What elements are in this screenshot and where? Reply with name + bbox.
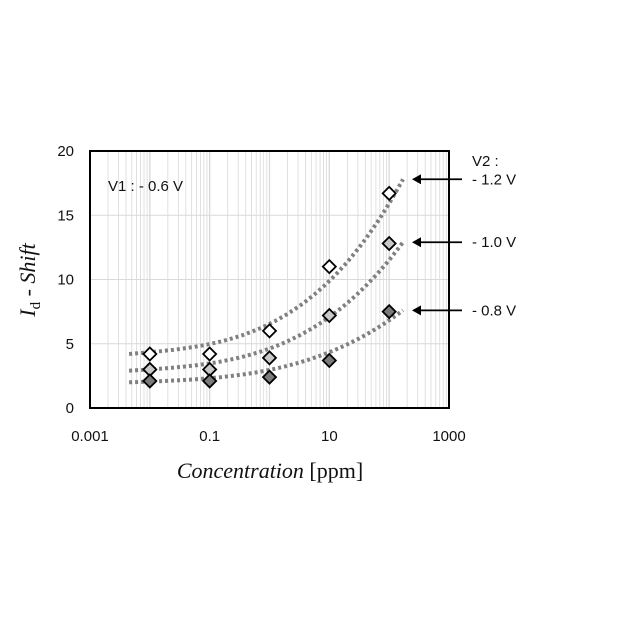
data-point bbox=[263, 351, 276, 364]
trend-lines bbox=[129, 179, 403, 382]
data-point bbox=[383, 187, 396, 200]
data-point bbox=[143, 348, 156, 361]
legend-header: V2 : bbox=[472, 153, 499, 170]
trend-line bbox=[129, 242, 403, 371]
legend-label: - 1.0 V bbox=[472, 234, 516, 251]
y-tick-label: 5 bbox=[66, 336, 74, 353]
y-axis-title: Id - Shift bbox=[15, 242, 44, 317]
v1-annotation: V1 : - 0.6 V bbox=[108, 178, 183, 195]
x-tick-label: 0.001 bbox=[71, 428, 109, 445]
data-point bbox=[143, 375, 156, 388]
y-tick-label: 20 bbox=[57, 143, 74, 160]
legend-label: - 1.2 V bbox=[472, 171, 516, 188]
trend-line bbox=[129, 310, 403, 382]
legend-arrowhead bbox=[412, 174, 421, 184]
legend-arrowhead bbox=[412, 237, 421, 247]
data-point bbox=[263, 371, 276, 384]
y-tick-label: 0 bbox=[66, 400, 74, 417]
legend: - 1.2 V - 1.0 V - 0.8 V bbox=[412, 171, 516, 319]
data-point bbox=[383, 237, 396, 250]
data-point bbox=[323, 260, 336, 273]
y-tick-label: 15 bbox=[57, 207, 74, 224]
y-tick-label: 10 bbox=[57, 272, 74, 289]
data-point bbox=[203, 348, 216, 361]
x-tick-label: 10 bbox=[321, 428, 338, 445]
legend-label: - 0.8 V bbox=[472, 302, 516, 319]
x-axis-title: Concentration [ppm] bbox=[177, 458, 363, 483]
legend-arrowhead bbox=[412, 305, 421, 315]
x-tick-label: 0.1 bbox=[199, 428, 220, 445]
x-tick-label: 1000 bbox=[432, 428, 465, 445]
